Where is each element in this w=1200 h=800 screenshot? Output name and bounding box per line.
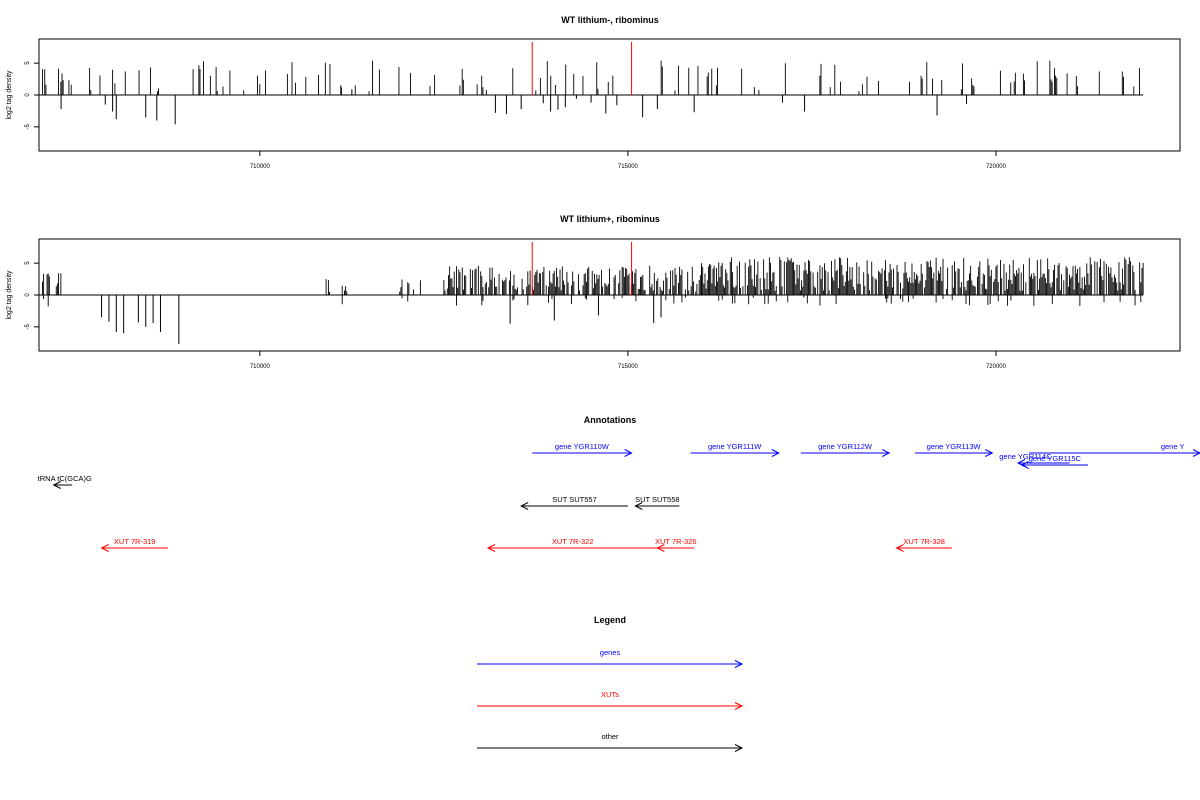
- feature-label: XUT 7R-322: [552, 537, 594, 546]
- x-tick-label: 715000: [618, 164, 639, 170]
- panel-lithium-minus: WT lithium-, ribominus log2 tag density …: [6, 15, 1181, 170]
- legend-label: genes: [600, 648, 621, 657]
- feature-arrow: [895, 544, 952, 552]
- feature-label: gene YGR110W: [555, 442, 610, 451]
- panel-1-markers: [531, 42, 633, 95]
- feature-label: gene YGR112W: [818, 442, 873, 451]
- legend-items: genes XUTs other: [477, 648, 744, 752]
- panel-2-signal: [38, 257, 1144, 307]
- legend-arrow: [477, 702, 744, 710]
- legend-title: Legend: [594, 615, 626, 625]
- feature-label: gene Y: [1161, 442, 1185, 451]
- feature-label: XUT 7R-326: [655, 537, 697, 546]
- feature-label: SUT SUT557: [552, 495, 596, 504]
- y-tick-label: -5: [25, 124, 31, 130]
- x-tick-label: 710000: [250, 364, 271, 370]
- panel-1-y-axis-label: log2 tag density: [6, 70, 13, 120]
- feature-label: gene YGR115C: [1029, 454, 1082, 463]
- annotations-panel: Annotations gene YGR110W gene YGR111W gene…: [38, 415, 1200, 552]
- y-tick-label: 0: [25, 93, 31, 97]
- feature-arrow: [690, 449, 780, 457]
- y-tick-label: -5: [25, 324, 31, 330]
- panel-1-bars: [60, 85, 968, 125]
- feature-arrow: [914, 449, 994, 457]
- feature-arrow: [800, 449, 891, 457]
- panel-2-bars: [101, 295, 662, 345]
- panel-1-signal: [42, 60, 1141, 95]
- feature-label: tRNA tC(GCA)G: [38, 474, 92, 483]
- feature-label: gene YGR114C: [999, 452, 1052, 461]
- legend-label: other: [601, 732, 619, 741]
- y-tick-label: 5: [25, 261, 31, 265]
- feature-arrow: [634, 502, 680, 510]
- feature-label: SUT SUT558: [635, 495, 679, 504]
- panel-1-y-axis: -5 0 5: [25, 61, 39, 130]
- panel-2-y-axis-label: log2 tag density: [6, 270, 13, 320]
- feature-arrow: [656, 544, 695, 552]
- feature-arrow: [1029, 449, 1200, 457]
- feature-arrow: [532, 449, 633, 457]
- feature-arrow: [1020, 461, 1088, 469]
- legend: Legend genes XUTs other: [477, 615, 744, 752]
- feature-label: XUT 7R-319: [114, 537, 156, 546]
- annotations-title: Annotations: [584, 415, 637, 425]
- panel-lithium-plus: WT lithium+, ribominus log2 tag density …: [6, 214, 1181, 370]
- feature-arrow: [52, 481, 73, 489]
- y-tick-label: 5: [25, 61, 31, 65]
- feature-label: gene YGR111W: [708, 442, 762, 451]
- x-tick-label: 710000: [250, 164, 271, 170]
- panel-1-title: WT lithium-, ribominus: [561, 15, 659, 25]
- legend-arrow: [477, 660, 744, 668]
- feature-arrow: [100, 544, 168, 552]
- feature-arrow: [520, 502, 628, 510]
- annotation-features: gene YGR110W gene YGR111W gene YGR112W gene…: [38, 442, 1200, 552]
- panel-2-y-axis: -5 0 5: [25, 261, 39, 330]
- feature-arrow: [486, 544, 658, 552]
- feature-label: gene YGR113W: [927, 442, 982, 451]
- panel-1-x-axis: 710000 715000 720000: [250, 151, 1007, 170]
- panel-2-title: WT lithium+, ribominus: [560, 214, 660, 224]
- panel-2-x-axis: 710000 715000 720000: [250, 351, 1007, 370]
- panel-2-markers: [531, 242, 633, 295]
- x-tick-label: 715000: [618, 364, 639, 370]
- feature-label: XUT 7R-328: [903, 537, 945, 546]
- x-tick-label: 720000: [986, 164, 1007, 170]
- legend-arrow: [477, 744, 744, 752]
- y-tick-label: 0: [25, 293, 31, 297]
- x-tick-label: 720000: [986, 364, 1007, 370]
- legend-label: XUTs: [601, 690, 619, 699]
